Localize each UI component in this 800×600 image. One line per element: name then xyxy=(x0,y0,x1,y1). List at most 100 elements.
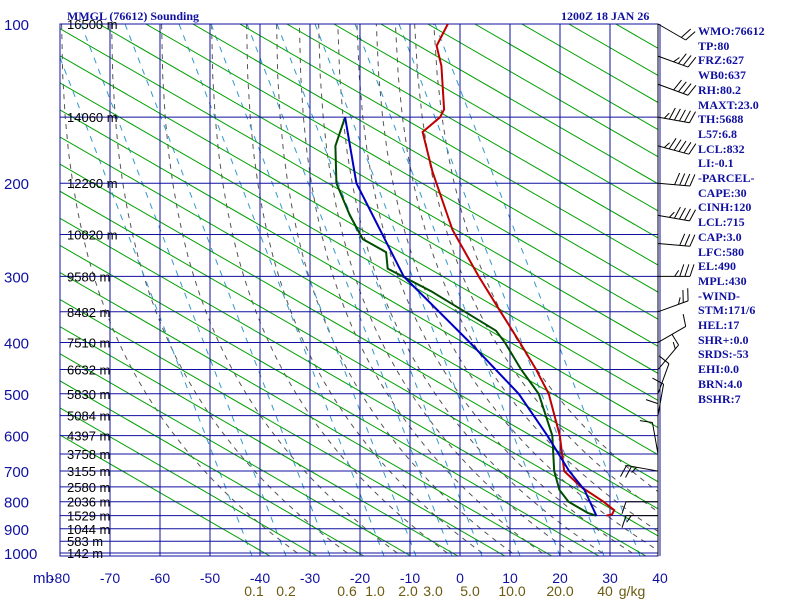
dewpoint-line xyxy=(334,116,597,517)
barb-shaft xyxy=(657,83,689,96)
wind-barb xyxy=(657,79,697,96)
pressure-tick-label: 400 xyxy=(4,335,29,352)
height-label: 2036 m xyxy=(67,495,110,510)
barb-shaft xyxy=(657,384,665,416)
barb-flag xyxy=(684,234,691,247)
barb-flag xyxy=(680,28,692,38)
barb-shaft xyxy=(651,422,659,455)
moist-adiabat xyxy=(246,24,483,554)
pressure-tick-label: 600 xyxy=(4,429,29,446)
param-item: LCL:715 xyxy=(698,215,745,230)
wind-barb xyxy=(657,53,697,68)
pressure-tick-label: 800 xyxy=(4,495,29,512)
barb-flag xyxy=(689,209,696,222)
height-label: 8482 m xyxy=(67,305,110,320)
dry-adiabat xyxy=(60,326,459,556)
temp-tick-label: -50 xyxy=(200,570,220,586)
wind-barb xyxy=(620,465,659,478)
wind-barb xyxy=(657,313,687,343)
dry-adiabat xyxy=(98,24,658,347)
dry-adiabat xyxy=(286,24,658,239)
wind-barb xyxy=(657,172,696,187)
wind-barb xyxy=(657,107,696,124)
mixing-ratio-line xyxy=(276,24,483,556)
param-item: FRZ:627 xyxy=(698,53,744,68)
pressure-unit-label: mb xyxy=(33,570,54,587)
param-item: EL:490 xyxy=(698,259,737,274)
dry-adiabat xyxy=(474,24,658,131)
barb-shaft xyxy=(626,465,659,472)
mixing-ratio-label: 20.0 xyxy=(546,583,573,599)
height-label: 1529 m xyxy=(67,509,110,524)
barb-flag xyxy=(687,85,697,96)
param-item: RH:80.2 xyxy=(698,82,741,97)
barb-flag xyxy=(687,56,697,68)
param-item: L57:6.8 xyxy=(698,126,737,141)
height-label: 3155 m xyxy=(67,464,110,479)
mixing-ratio-label: 1.0 xyxy=(365,583,385,599)
barb-flag xyxy=(668,138,677,150)
param-item: -PARCEL- xyxy=(698,171,755,186)
mixing-ratio-label: 0.1 xyxy=(244,583,264,599)
param-item: LCL:832 xyxy=(698,141,745,156)
barb-flag xyxy=(674,172,681,185)
param-item: STM:171/6 xyxy=(698,303,756,318)
barb-flag xyxy=(689,111,696,123)
wind-barb xyxy=(621,501,658,514)
dry-adiabat xyxy=(60,190,658,537)
dry-adiabat xyxy=(60,353,412,556)
barb-flag xyxy=(671,333,679,346)
barb-shaft xyxy=(657,55,689,68)
temp-tick-label: -60 xyxy=(150,570,170,586)
temp-tick-label: 10 xyxy=(502,570,518,586)
barb-flag xyxy=(679,233,686,246)
barb-shaft xyxy=(657,344,679,370)
dry-adiabat xyxy=(60,82,658,429)
barb-flag xyxy=(620,465,627,477)
temp-tick-label: -20 xyxy=(350,570,370,586)
series xyxy=(334,24,616,517)
height-label: 2580 m xyxy=(67,480,110,495)
barb-flag xyxy=(663,142,670,148)
dry-adiabat xyxy=(427,24,658,158)
temp-tick-label: 30 xyxy=(602,570,618,586)
dry-adiabat xyxy=(380,24,658,185)
dry-adiabat xyxy=(60,299,506,556)
mixing-ratio-label: 5.0 xyxy=(460,583,480,599)
barb-shaft xyxy=(657,116,690,124)
barb-flag xyxy=(683,142,692,154)
mixing-ratio-label: 0.2 xyxy=(276,583,296,599)
barb-flag xyxy=(678,53,687,64)
param-item: SRDS:-53 xyxy=(698,347,749,362)
param-item: CAPE:30 xyxy=(698,185,747,200)
mixing-ratio-label: 40 xyxy=(597,583,613,599)
param-item: CAP:3.0 xyxy=(698,229,742,244)
dry-adiabat xyxy=(192,24,658,293)
height-label: 4397 m xyxy=(67,429,110,444)
param-item: TP:80 xyxy=(698,38,730,53)
barb-flag xyxy=(663,112,670,119)
barb-flag xyxy=(682,313,687,327)
barb-flag xyxy=(674,270,680,277)
moist-adiabat xyxy=(298,24,543,554)
barb-shaft xyxy=(657,182,690,187)
pressure-tick-label: 500 xyxy=(4,387,29,404)
param-item: TH:5688 xyxy=(698,112,744,127)
barb-flag xyxy=(652,377,664,385)
height-label: 1044 m xyxy=(67,522,110,537)
pressure-tick-label: 900 xyxy=(4,522,29,539)
param-item: BRN:4.0 xyxy=(698,376,743,391)
param-item: MPL:430 xyxy=(698,273,747,288)
barb-flag xyxy=(672,341,676,350)
barb-flag xyxy=(682,83,692,94)
wind-barb xyxy=(657,233,696,247)
barb-flag xyxy=(668,107,676,120)
height-label: 16500 m xyxy=(67,17,118,32)
wind-barb xyxy=(657,288,689,313)
height-label: 6632 m xyxy=(67,363,110,378)
barb-flag xyxy=(673,206,681,219)
dry-adiabat xyxy=(60,136,658,483)
temp-tick-label: 40 xyxy=(652,570,668,586)
dry-adiabat xyxy=(60,407,318,556)
barb-flag xyxy=(668,211,675,218)
